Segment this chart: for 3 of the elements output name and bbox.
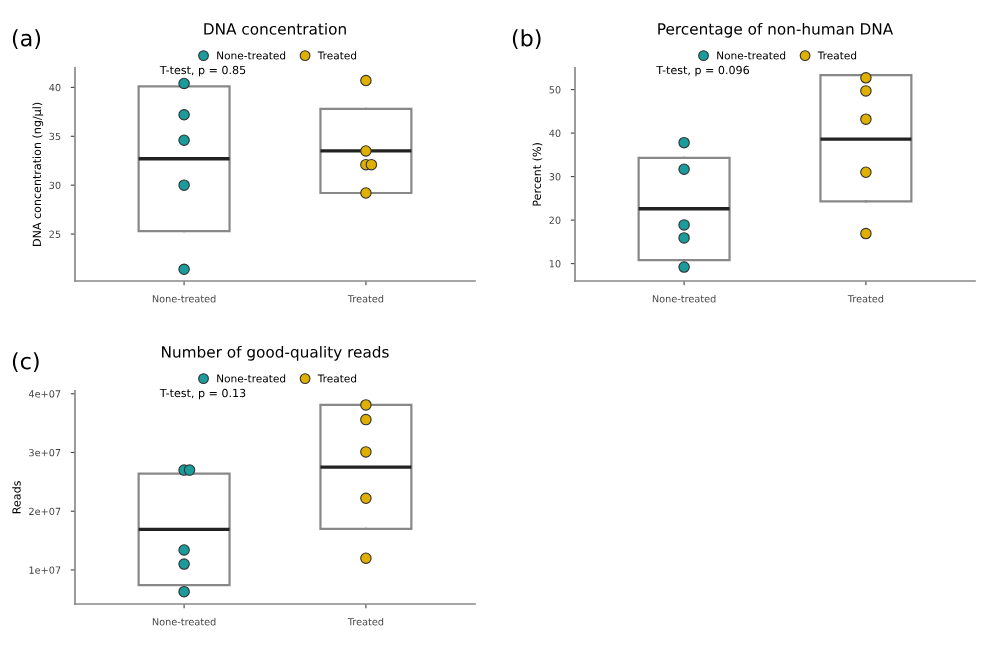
text: (c) <box>12 352 39 373</box>
text: (a) <box>12 29 41 50</box>
text: (b) <box>512 29 541 50</box>
